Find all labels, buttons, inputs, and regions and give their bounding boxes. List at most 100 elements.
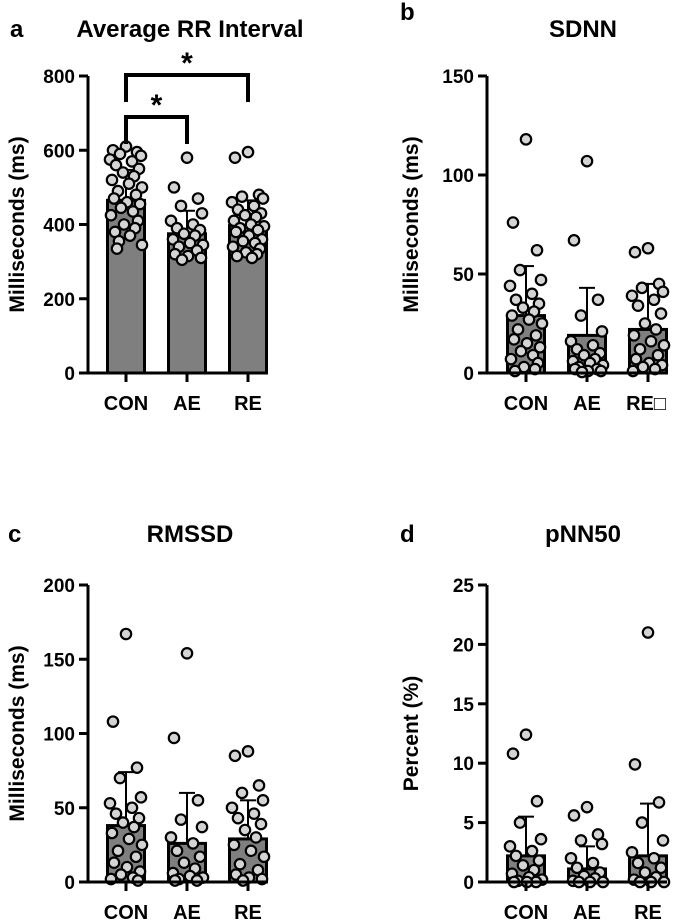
data-point-con [133, 197, 147, 211]
data-point-ae [577, 348, 591, 362]
data-point-re [635, 816, 649, 829]
y-tick-label: 50 [54, 799, 75, 820]
data-point-re [627, 329, 641, 342]
data-point-ae [164, 831, 178, 844]
data-point-re [241, 145, 255, 159]
y-axis-label: Milliseconds (ms) [400, 136, 423, 312]
data-point-con [508, 364, 522, 378]
data-point-con [127, 820, 141, 834]
data-point-con [114, 201, 128, 215]
data-point-con [135, 838, 149, 852]
x-tick-label: RE [234, 902, 262, 920]
data-point-ae [167, 731, 181, 745]
data-point-con [105, 173, 119, 187]
data-point-re [654, 307, 668, 320]
data-point-con [525, 844, 539, 858]
y-tick-label: 50 [453, 265, 474, 286]
data-point-con [104, 208, 118, 222]
data-point-con [126, 205, 140, 218]
data-point-ae [580, 800, 594, 814]
data-point-re [641, 626, 655, 639]
data-point-con [105, 826, 119, 840]
data-point-re [625, 289, 639, 303]
data-point-ae [580, 154, 594, 168]
data-point-con [529, 329, 543, 342]
data-point-ae [574, 834, 588, 847]
data-point-ae [191, 794, 205, 807]
data-point-con [122, 177, 136, 190]
y-tick-label: 400 [43, 216, 75, 237]
data-point-ae [594, 364, 608, 378]
x-tick-label: AE [573, 393, 601, 415]
data-point-re [652, 796, 666, 809]
data-point-con [117, 218, 131, 231]
data-point-re [228, 151, 242, 164]
data-point-re [241, 745, 255, 758]
y-tick-label: 200 [43, 576, 75, 597]
chart-panel-b: b SDNN Milliseconds (ms) 0 50 100 150 CON AE RE□ [400, 0, 671, 415]
data-point-re [657, 338, 671, 352]
data-point-ae [570, 861, 584, 875]
chart-panel-d: d pNN50 Percent (%) 0 5 10 15 20 25 CON AE RE [400, 521, 671, 920]
data-point-re [230, 249, 244, 263]
y-tick-label: 0 [64, 364, 75, 385]
data-point-re [638, 866, 652, 879]
data-point-re [235, 190, 249, 203]
y-tick-label: 10 [453, 754, 474, 775]
data-point-con [516, 859, 530, 872]
data-point-re [631, 299, 645, 312]
x-tick-label: CON [504, 393, 548, 415]
y-tick-label: 100 [43, 725, 75, 746]
data-point-con [125, 155, 139, 168]
data-point-re [626, 364, 640, 378]
data-point-re [231, 811, 245, 825]
data-point-re [638, 317, 652, 330]
y-tick-label: 20 [453, 635, 474, 656]
chart-panel-c: c RMSSD Milliseconds (ms) 0 50 100 150 200 CON AE… [6, 521, 271, 920]
data-point-re [227, 838, 241, 852]
data-point-ae [175, 253, 189, 267]
data-point-ae [174, 199, 188, 213]
data-point-ae [595, 325, 609, 338]
chart-title: RMSSD [147, 521, 234, 548]
data-point-ae [591, 293, 605, 307]
data-point-con [503, 840, 517, 853]
data-point-re [647, 293, 661, 307]
panel-letter: d [400, 521, 415, 548]
data-point-con [113, 771, 127, 785]
data-point-ae [195, 820, 209, 834]
data-point-con [532, 854, 546, 867]
data-point-re [625, 845, 639, 859]
y-tick-label: 0 [64, 873, 75, 894]
data-point-ae [186, 837, 200, 850]
chart-title: SDNN [549, 16, 617, 43]
data-point-con [506, 216, 520, 229]
data-point-ae [194, 251, 208, 265]
data-point-con [519, 728, 533, 741]
data-point-ae [180, 647, 194, 660]
data-point-re [654, 861, 668, 875]
data-point-re [225, 801, 239, 815]
data-point-con [509, 293, 523, 307]
data-point-con [505, 309, 519, 322]
y-tick-label: 15 [453, 695, 475, 716]
x-tick-label: AE [573, 902, 601, 920]
significance-star: * [151, 89, 163, 122]
data-point-re [256, 794, 270, 807]
y-tick-label: 150 [442, 67, 474, 88]
significance-star: * [181, 47, 193, 80]
data-point-re [636, 360, 650, 374]
data-point-con [533, 340, 547, 354]
data-point-ae [567, 234, 581, 247]
data-point-re [229, 225, 243, 239]
data-point-re [257, 850, 271, 864]
x-tick-label: RE [234, 393, 262, 415]
y-tick-label: 0 [463, 873, 474, 894]
data-point-con [535, 317, 549, 330]
data-point-con [503, 279, 517, 293]
data-point-con [116, 166, 130, 179]
data-point-re [254, 817, 268, 831]
y-tick-label: 25 [453, 576, 475, 597]
data-point-re [644, 335, 658, 348]
data-point-re [235, 786, 249, 800]
